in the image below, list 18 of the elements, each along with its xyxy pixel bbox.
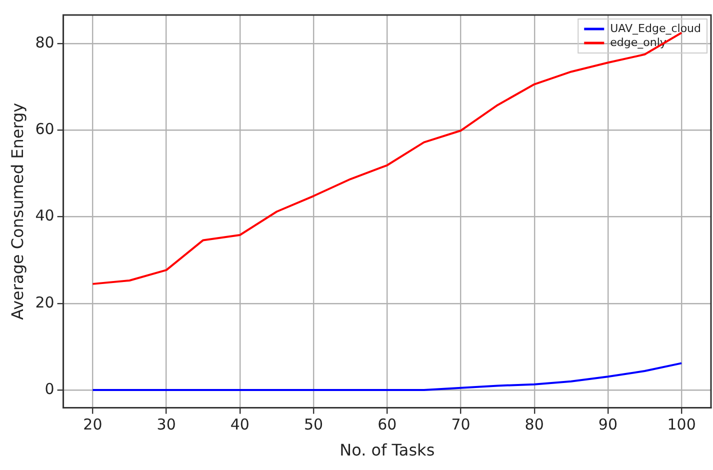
x-axis-title: No. of Tasks [340, 440, 435, 460]
y-tick-label: 60 [35, 120, 54, 138]
x-tick-label: 20 [83, 416, 102, 434]
x-tick-label: 30 [156, 416, 176, 434]
y-tick-label: 80 [35, 33, 54, 52]
x-tick-label: 90 [598, 416, 618, 434]
y-axis-title: Average Consumed Energy [8, 102, 27, 320]
y-tick-label: 20 [35, 293, 54, 312]
legend-label: UAV_Edge_cloud [610, 22, 702, 35]
x-tick-label: 40 [230, 416, 250, 434]
x-tick-label: 70 [451, 416, 470, 434]
legend-label: edge_only [610, 36, 667, 49]
x-tick-label: 50 [304, 416, 324, 434]
y-tick-label: 0 [44, 380, 54, 398]
x-tick-label: 60 [378, 416, 397, 434]
x-tick-label: 100 [667, 416, 696, 434]
x-tick-label: 80 [524, 416, 544, 434]
y-tick-label: 40 [35, 206, 54, 225]
